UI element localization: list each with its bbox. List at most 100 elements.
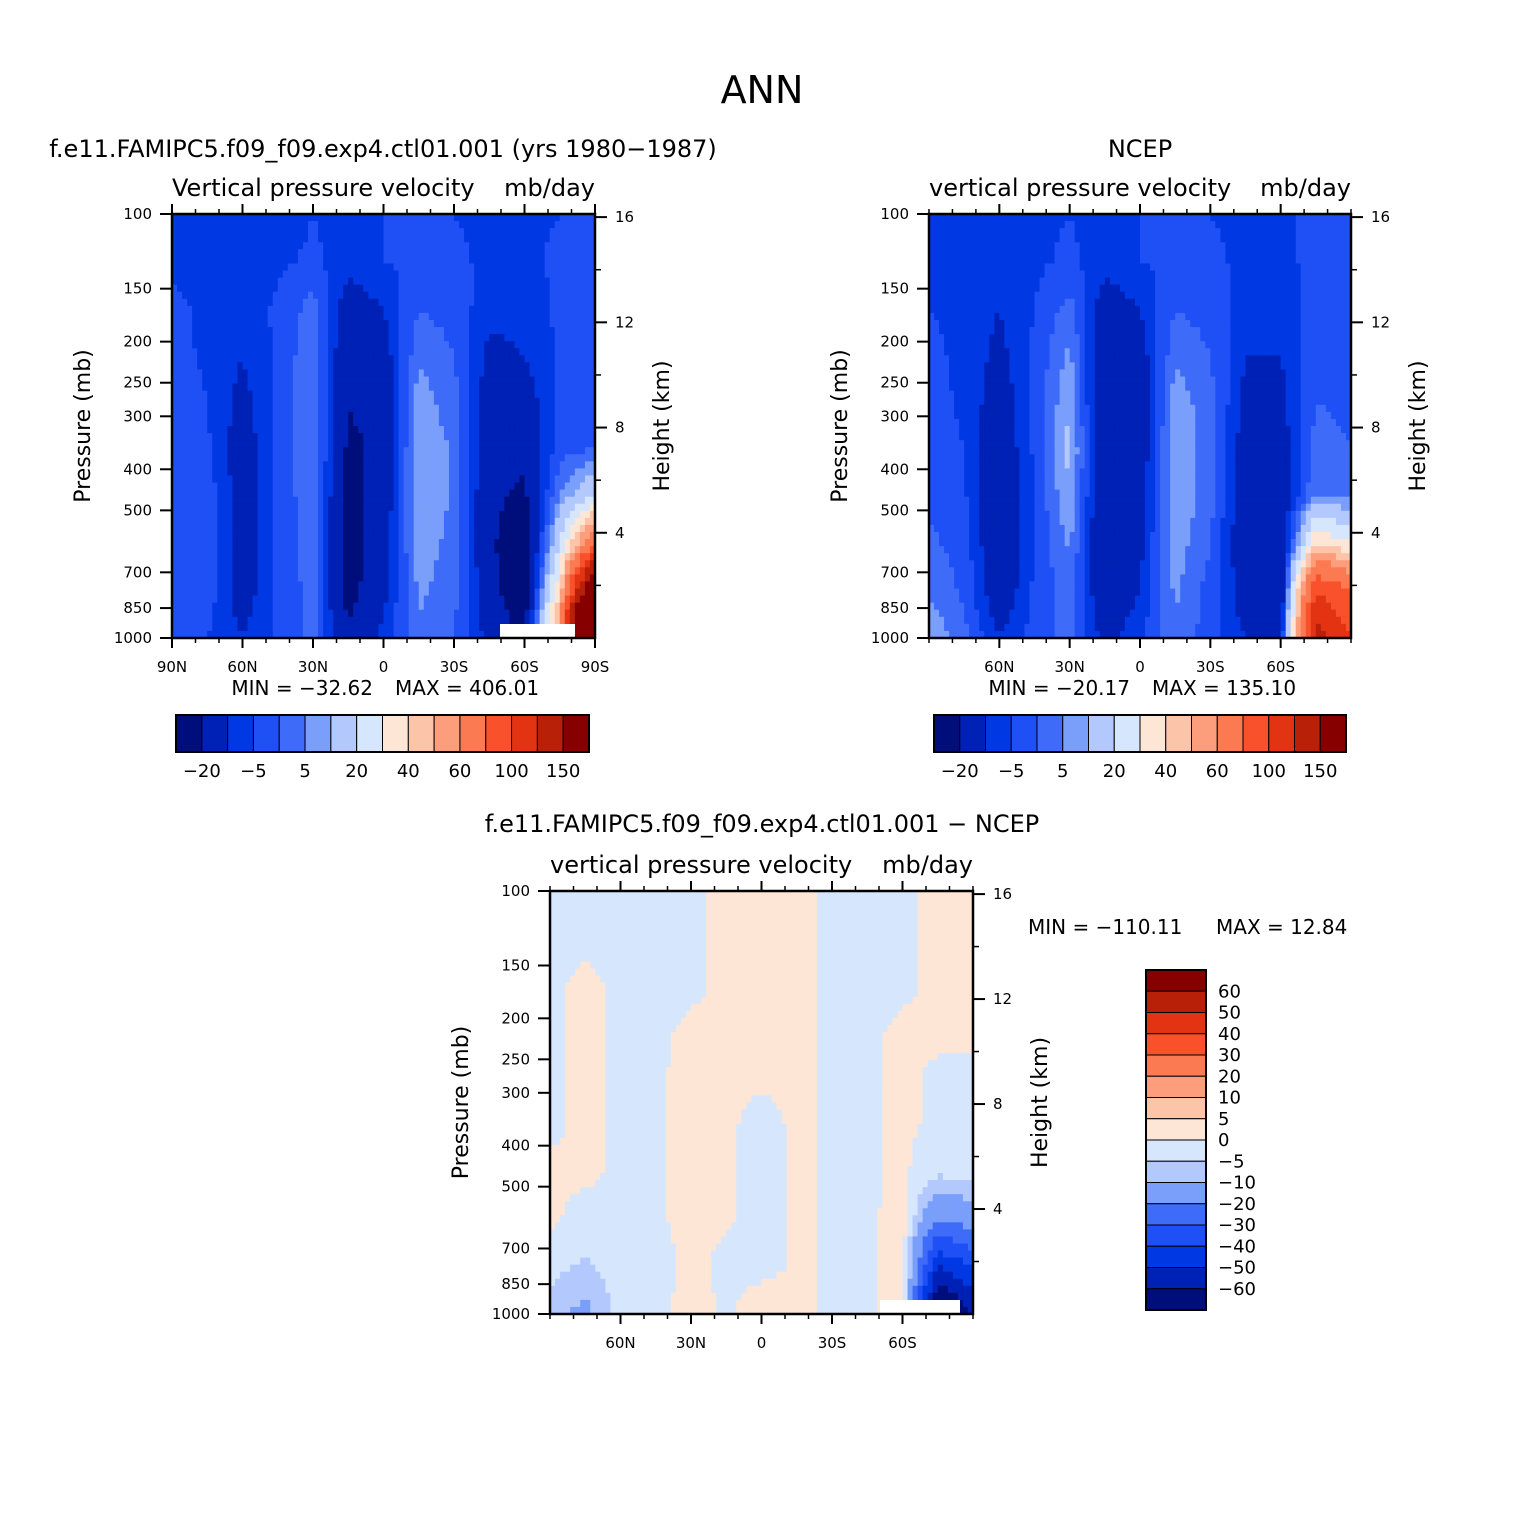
contour-cell: [333, 221, 339, 229]
contour-cell: [574, 574, 581, 583]
contour-cell: [338, 418, 344, 427]
contour-cell: [408, 482, 415, 491]
contour-cell: [524, 524, 531, 533]
contour-cell: [267, 320, 274, 328]
contour-cell: [484, 263, 490, 272]
contour-cell: [564, 475, 571, 484]
contour-cell: [519, 348, 526, 356]
contour-cell: [313, 291, 319, 300]
contour-cell: [262, 228, 269, 236]
contour-cell: [418, 546, 425, 554]
contour-cell: [489, 560, 495, 568]
contour-cell: [469, 235, 475, 243]
contour-cell: [232, 426, 239, 434]
contour-cell: [469, 221, 475, 229]
contour-cell: [383, 433, 390, 441]
contour-cell: [509, 553, 516, 561]
contour-cell: [464, 404, 470, 413]
contour-cell: [182, 341, 188, 349]
contour-cell: [418, 539, 425, 547]
contour-cell: [318, 524, 324, 533]
contour-cell: [484, 320, 490, 328]
contour-cell: [569, 348, 576, 356]
contour-cell: [262, 214, 269, 222]
contour-cell: [454, 532, 460, 540]
contour-cell: [494, 482, 500, 491]
contour-cell: [373, 482, 380, 491]
contour-cell: [433, 482, 440, 491]
contour-cell: [413, 411, 420, 420]
contour-cell: [443, 581, 450, 590]
contour-cell: [242, 567, 249, 575]
contour-cell: [353, 574, 359, 583]
contour-cell: [539, 433, 546, 441]
contour-cell: [202, 461, 208, 469]
contour-cell: [569, 390, 576, 399]
contour-cell: [408, 327, 415, 335]
contour-cell: [499, 256, 505, 265]
contour-cell: [403, 475, 410, 484]
contour-cell: [569, 355, 576, 363]
contour-cell: [267, 284, 274, 293]
contour-cell: [272, 320, 279, 328]
contour-cell: [242, 376, 249, 385]
contour-cell: [227, 588, 234, 597]
contour-cell: [489, 475, 495, 484]
contour-cell: [438, 327, 445, 335]
contour-cell: [292, 284, 299, 293]
contour-cell: [177, 369, 183, 378]
contour-cell: [237, 524, 244, 533]
contour-cell: [282, 284, 289, 293]
contour-cell: [474, 553, 480, 561]
contour-cell: [509, 475, 516, 484]
contour-cell: [408, 355, 415, 363]
contour-cell: [328, 623, 334, 632]
contour-cell: [217, 298, 223, 307]
contour-cell: [333, 362, 339, 371]
contour-cell: [438, 489, 445, 498]
contour-cell: [408, 553, 415, 561]
contour-cell: [217, 588, 223, 597]
contour-cell: [212, 397, 218, 406]
contour-cell: [172, 546, 178, 554]
contour-cell: [187, 418, 193, 427]
contour-cell: [282, 433, 289, 441]
contour-cell: [202, 489, 208, 498]
contour-cell: [242, 496, 249, 505]
contour-cell: [272, 546, 279, 554]
contour-cell: [469, 440, 475, 448]
contour-cell: [489, 411, 495, 420]
contour-cell: [534, 567, 541, 575]
contour-cell: [197, 602, 203, 611]
contour-cell: [544, 475, 551, 484]
contour-cell: [534, 404, 541, 413]
contour-cell: [584, 376, 591, 385]
contour-cell: [559, 567, 566, 575]
contour-cell: [302, 228, 309, 236]
contour-cell: [564, 510, 571, 519]
contour-cell: [448, 383, 455, 392]
contour-cell: [584, 461, 591, 469]
contour-cell: [484, 270, 490, 279]
contour-cell: [368, 305, 375, 314]
contour-cell: [323, 355, 329, 363]
contour-cell: [358, 574, 364, 583]
contour-cell: [217, 383, 223, 392]
contour-cell: [202, 574, 208, 583]
contour-cell: [539, 574, 546, 583]
contour-cell: [262, 588, 269, 597]
contour-cell: [373, 468, 380, 477]
contour-cell: [348, 433, 354, 441]
contour-cell: [323, 517, 329, 526]
contour-cell: [338, 524, 344, 533]
contour-cell: [227, 362, 234, 371]
contour-cell: [469, 602, 475, 611]
contour-cell: [282, 588, 289, 597]
contour-cell: [192, 320, 198, 328]
contour-cell: [313, 362, 319, 371]
contour-cell: [363, 390, 369, 399]
contour-cell: [242, 362, 249, 371]
contour-cell: [313, 482, 319, 491]
contour-cell: [579, 418, 586, 427]
contour-cell: [549, 383, 556, 392]
